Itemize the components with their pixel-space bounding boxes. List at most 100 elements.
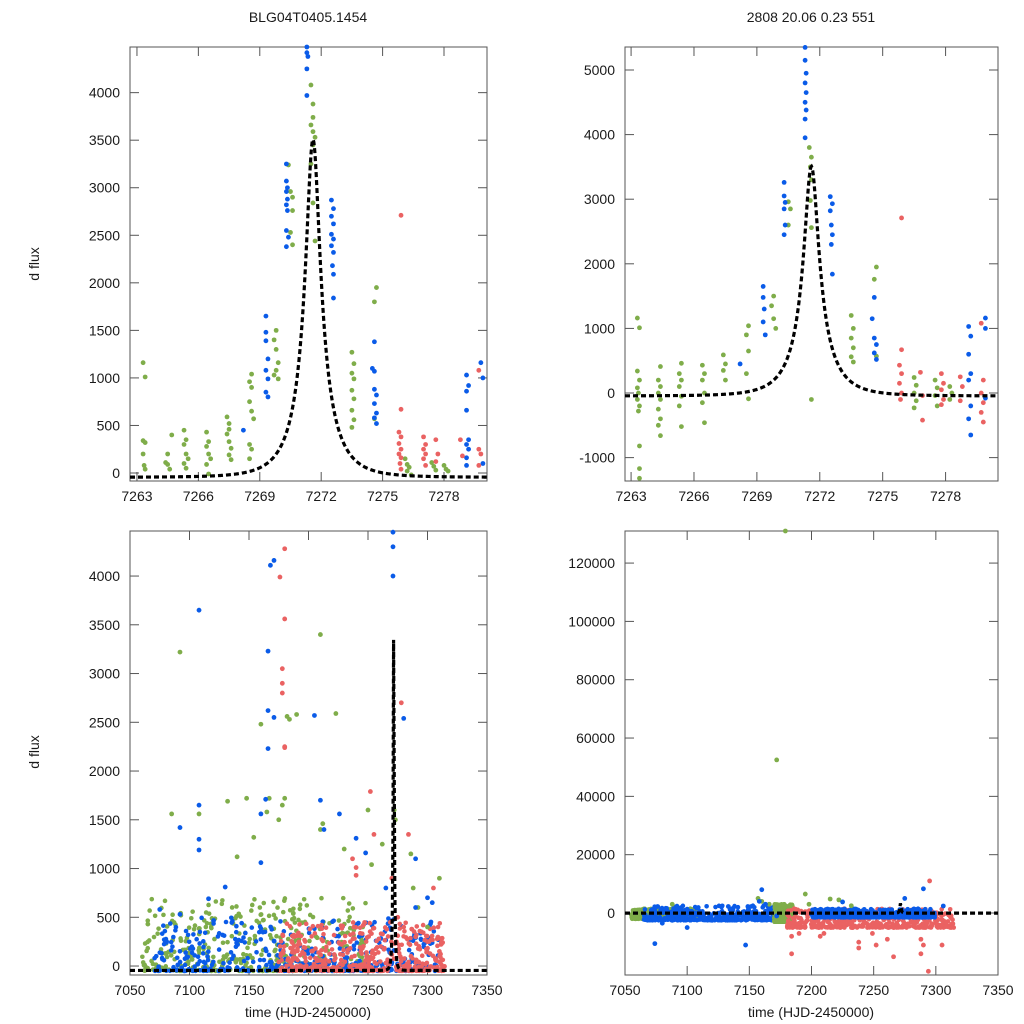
data-point-red bbox=[430, 937, 435, 943]
data-point-red bbox=[938, 402, 944, 408]
data-point-blue bbox=[285, 208, 290, 213]
data-point-green bbox=[206, 911, 212, 916]
data-point-green bbox=[808, 397, 814, 402]
data-point-green bbox=[307, 938, 312, 944]
model-fit-curve bbox=[625, 902, 998, 915]
data-point-blue bbox=[222, 884, 228, 890]
data-point-red bbox=[310, 923, 316, 929]
x-axis-label-bottom-left: time (HJD-2450000) bbox=[245, 1004, 371, 1020]
data-point-green bbox=[340, 895, 346, 901]
data-point-red bbox=[402, 956, 407, 961]
data-point-green bbox=[437, 875, 442, 881]
data-point-red bbox=[277, 944, 283, 949]
y-tick-label: 500 bbox=[97, 417, 121, 433]
data-point-blue bbox=[642, 907, 648, 912]
data-point-blue bbox=[263, 389, 269, 395]
data-point-red bbox=[941, 397, 946, 402]
data-point-blue bbox=[168, 939, 174, 945]
data-point-green bbox=[224, 414, 230, 420]
data-point-red bbox=[421, 446, 426, 452]
data-point-green bbox=[259, 952, 264, 958]
data-point-red bbox=[929, 923, 935, 928]
data-point-blue bbox=[464, 442, 469, 447]
data-point-green bbox=[228, 445, 234, 451]
data-point-blue bbox=[249, 925, 255, 930]
data-point-green bbox=[658, 397, 663, 402]
data-point-green bbox=[374, 285, 379, 290]
data-point-blue bbox=[186, 939, 192, 945]
data-point-blue bbox=[263, 946, 268, 952]
data-point-green bbox=[235, 957, 240, 962]
data-point-blue bbox=[305, 951, 311, 956]
data-point-red bbox=[307, 955, 313, 961]
data-point-green bbox=[310, 200, 316, 206]
x-tick-label: 7050 bbox=[114, 982, 145, 998]
data-point-blue bbox=[811, 914, 817, 920]
data-point-red bbox=[290, 955, 296, 960]
data-point-red bbox=[302, 939, 308, 944]
data-point-red bbox=[435, 934, 441, 940]
data-point-red bbox=[879, 924, 885, 929]
data-point-green bbox=[947, 397, 953, 402]
data-point-red bbox=[319, 926, 325, 932]
data-point-blue bbox=[258, 937, 264, 942]
data-point-blue bbox=[242, 940, 248, 945]
data-point-green bbox=[177, 649, 183, 655]
data-point-red bbox=[437, 949, 442, 954]
data-point-green bbox=[185, 456, 191, 462]
data-point-red bbox=[383, 960, 389, 966]
data-point-red bbox=[323, 925, 329, 930]
data-point-green bbox=[249, 902, 255, 908]
data-point-blue bbox=[372, 919, 377, 925]
data-point-blue bbox=[167, 921, 173, 926]
data-point-blue bbox=[258, 811, 264, 817]
data-point-blue bbox=[351, 943, 357, 948]
data-point-red bbox=[282, 616, 288, 622]
x-tick-label: 7263 bbox=[616, 488, 647, 504]
data-point-blue bbox=[258, 860, 264, 866]
data-point-green bbox=[850, 326, 856, 331]
data-point-blue bbox=[822, 914, 827, 920]
data-point-red bbox=[359, 931, 365, 936]
data-point-blue bbox=[227, 960, 232, 965]
data-point-blue bbox=[781, 206, 787, 212]
data-point-green bbox=[273, 327, 279, 333]
data-point-blue bbox=[893, 912, 898, 918]
data-point-green bbox=[228, 457, 234, 463]
data-point-blue bbox=[659, 920, 665, 926]
data-point-red bbox=[397, 461, 403, 466]
x-tick-label: 7275 bbox=[867, 488, 898, 504]
y-tick-label: 0 bbox=[607, 385, 615, 401]
data-point-green bbox=[425, 924, 430, 930]
data-point-blue bbox=[265, 708, 271, 713]
data-point-green bbox=[807, 198, 813, 203]
data-point-green bbox=[345, 908, 351, 913]
data-point-green bbox=[290, 242, 295, 248]
data-points bbox=[130, 529, 487, 974]
data-point-red bbox=[398, 212, 404, 218]
data-point-blue bbox=[278, 919, 283, 924]
data-point-blue bbox=[928, 906, 933, 912]
data-point-red bbox=[321, 931, 326, 937]
data-point-green bbox=[637, 443, 642, 449]
data-point-blue bbox=[429, 900, 435, 906]
data-point-red bbox=[398, 466, 404, 472]
data-point-red bbox=[423, 442, 428, 447]
data-point-red bbox=[794, 925, 800, 930]
data-point-green bbox=[658, 433, 663, 439]
data-point-blue bbox=[152, 955, 157, 961]
data-point-red bbox=[938, 387, 944, 393]
data-point-green bbox=[634, 397, 640, 402]
data-point-red bbox=[396, 942, 402, 948]
data-point-blue bbox=[902, 896, 908, 901]
data-point-red bbox=[423, 451, 428, 457]
data-point-red bbox=[326, 959, 332, 964]
data-point-green bbox=[164, 924, 170, 929]
data-point-green bbox=[147, 908, 152, 913]
data-point-blue bbox=[925, 914, 931, 920]
data-point-green bbox=[234, 854, 240, 860]
data-point-blue bbox=[269, 927, 275, 932]
data-point-blue bbox=[161, 923, 166, 928]
data-point-green bbox=[788, 206, 793, 212]
data-point-green bbox=[285, 936, 291, 942]
